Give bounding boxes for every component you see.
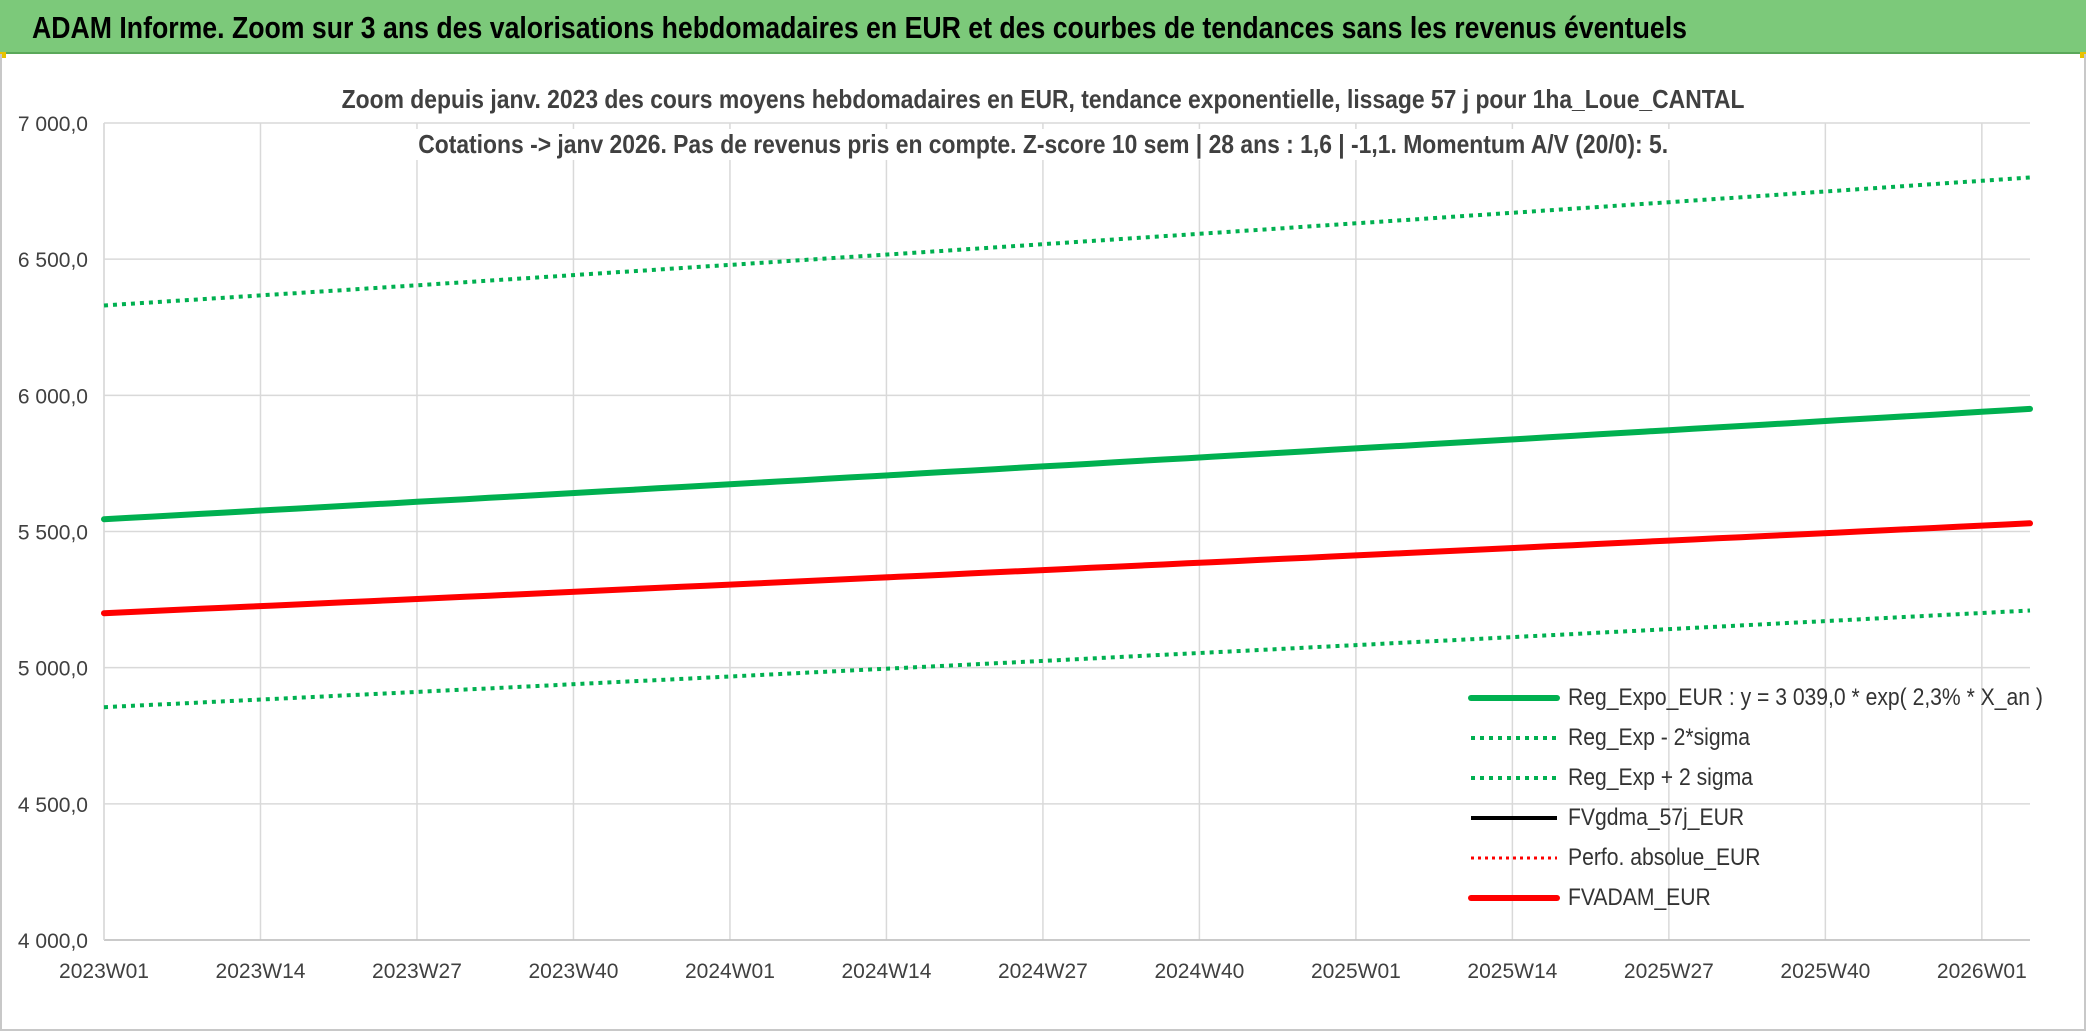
x-tick-label: 2026W01 bbox=[1937, 960, 2027, 983]
legend-label: Reg_Expo_EUR : y = 3 039,0 * exp( 2,3% *… bbox=[1568, 684, 2043, 711]
corner-marker bbox=[2080, 52, 2086, 58]
y-tick-label: 7 000,0 bbox=[18, 113, 88, 136]
chart-title-text: Zoom depuis janv. 2023 des cours moyens … bbox=[332, 84, 1754, 115]
chart-title: Zoom depuis janv. 2023 des cours moyens … bbox=[0, 84, 2086, 115]
legend-item: Perfo. absolue_EUR bbox=[1468, 838, 2028, 878]
legend-swatch bbox=[1471, 856, 1557, 860]
x-tick-label: 2025W40 bbox=[1780, 960, 1870, 983]
y-tick-label: 4 500,0 bbox=[18, 794, 88, 817]
legend-label: Reg_Exp - 2*sigma bbox=[1568, 724, 1750, 751]
y-tick-label: 5 500,0 bbox=[18, 522, 88, 545]
y-tick-label: 6 500,0 bbox=[18, 249, 88, 272]
series-line-1 bbox=[103, 608, 2031, 710]
report-title: ADAM Informe. Zoom sur 3 ans des valoris… bbox=[32, 10, 1687, 45]
chart-frame bbox=[0, 54, 2086, 1031]
x-tick-label: 2023W40 bbox=[529, 960, 619, 983]
series-line-2 bbox=[103, 175, 2031, 308]
x-tick-label: 2024W40 bbox=[1154, 960, 1244, 983]
chart-subtitle: Cotations -> janv 2026. Pas de revenus p… bbox=[0, 129, 2086, 160]
chart-subtitle-text: Cotations -> janv 2026. Pas de revenus p… bbox=[409, 129, 1677, 160]
x-tick-label: 2024W14 bbox=[841, 960, 931, 983]
legend-swatch bbox=[1471, 776, 1557, 780]
legend-item: FVgdma_57j_EUR bbox=[1468, 798, 2028, 838]
x-tick-label: 2025W14 bbox=[1467, 960, 1557, 983]
legend-swatch bbox=[1471, 736, 1557, 740]
legend-item: Reg_Expo_EUR : y = 3 039,0 * exp( 2,3% *… bbox=[1468, 678, 2043, 718]
chart-legend: Reg_Expo_EUR : y = 3 039,0 * exp( 2,3% *… bbox=[1468, 678, 2043, 918]
x-tick-label: 2025W27 bbox=[1624, 960, 1714, 983]
legend-item: Reg_Exp + 2 sigma bbox=[1468, 758, 2028, 798]
x-tick-label: 2023W27 bbox=[372, 960, 462, 983]
y-tick-label: 5 000,0 bbox=[18, 658, 88, 681]
legend-swatch bbox=[1468, 695, 1560, 701]
x-tick-label: 2024W27 bbox=[998, 960, 1088, 983]
y-tick-label: 6 000,0 bbox=[18, 385, 88, 408]
x-tick-label: 2025W01 bbox=[1311, 960, 1401, 983]
legend-swatch bbox=[1468, 895, 1560, 901]
legend-item: FVADAM_EUR bbox=[1468, 878, 2028, 918]
x-tick-label: 2024W01 bbox=[685, 960, 775, 983]
series-line-5 bbox=[101, 520, 2033, 617]
legend-label: Reg_Exp + 2 sigma bbox=[1568, 764, 1753, 791]
x-tick-label: 2023W14 bbox=[216, 960, 306, 983]
report-banner: ADAM Informe. Zoom sur 3 ans des valoris… bbox=[0, 0, 2086, 54]
legend-item: Reg_Exp - 2*sigma bbox=[1468, 718, 2028, 758]
corner-marker bbox=[0, 52, 6, 58]
y-tick-label: 4 000,0 bbox=[18, 930, 88, 953]
legend-swatch bbox=[1471, 816, 1557, 820]
series-line-0 bbox=[101, 405, 2033, 523]
legend-label: FVgdma_57j_EUR bbox=[1568, 804, 1745, 831]
legend-label: Perfo. absolue_EUR bbox=[1568, 844, 1761, 871]
x-tick-label: 2023W01 bbox=[59, 960, 149, 983]
legend-label: FVADAM_EUR bbox=[1568, 884, 1711, 911]
